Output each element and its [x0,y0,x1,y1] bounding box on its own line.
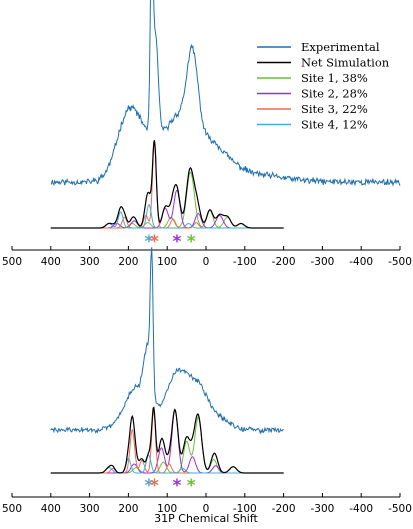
site-marker: * [145,476,154,496]
legend-entry: Site 1, 38% [301,71,368,85]
legend-entry: Site 2, 28% [301,87,368,101]
x-tick-label: 300 [80,503,100,515]
site-marker: * [150,232,159,252]
site-marker: * [187,476,196,496]
site-series-line [50,409,284,474]
experimental-line [50,247,284,435]
legend-entry: Experimental [301,40,380,54]
legend-entry: Site 4, 12% [301,118,368,132]
x-tick-label: 0 [203,503,210,515]
x-tick-label: 200 [118,503,138,515]
x-tick-label: -300 [310,256,334,268]
site-series-line [50,171,284,229]
x-tick-label: -500 [388,503,412,515]
legend-entry: Net Simulation [301,56,390,70]
top-panel: 500 400 300 200 100 0 -100 -200 -300 -400 -500** * * [2,0,412,268]
x-tick-label: -100 [233,503,257,515]
experimental-line [50,0,401,187]
x-tick-label: 400 [41,503,61,515]
x-tick-label: 0 [203,256,210,268]
site-marker: * [172,232,181,252]
site-series-line [50,204,284,229]
x-tick-label: -200 [272,256,296,268]
bottom-panel: 500 400 300 200 100 0 -100 -200 -300 -400 -500** * * [2,247,412,515]
x-tick-label: 100 [157,256,177,268]
x-tick-label: 200 [118,256,138,268]
site-marker: * [145,232,154,252]
site-series-line [50,408,284,474]
x-tick-label: -100 [233,256,257,268]
legend-entry: Site 3, 22% [301,102,368,116]
site-series-line [50,142,284,229]
x-tick-label: -400 [349,256,373,268]
net-simulation-line [50,406,284,474]
site-marker: * [187,232,196,252]
x-axis-label: 31P Chemical Shift [154,512,258,525]
site-series-line [50,454,284,474]
x-tick-label: -300 [310,503,334,515]
x-tick-label: -400 [349,503,373,515]
x-tick-label: 500 [2,503,22,515]
x-tick-label: -200 [272,503,296,515]
x-tick-label: 300 [80,256,100,268]
x-tick-label: 100 [157,503,177,515]
x-tick-label: 500 [2,256,22,268]
x-tick-label: 400 [41,256,61,268]
site-series-line [50,416,284,474]
x-tick-label: -500 [388,256,412,268]
site-marker: * [150,476,159,496]
site-marker: * [172,476,181,496]
net-simulation-line [50,140,284,229]
